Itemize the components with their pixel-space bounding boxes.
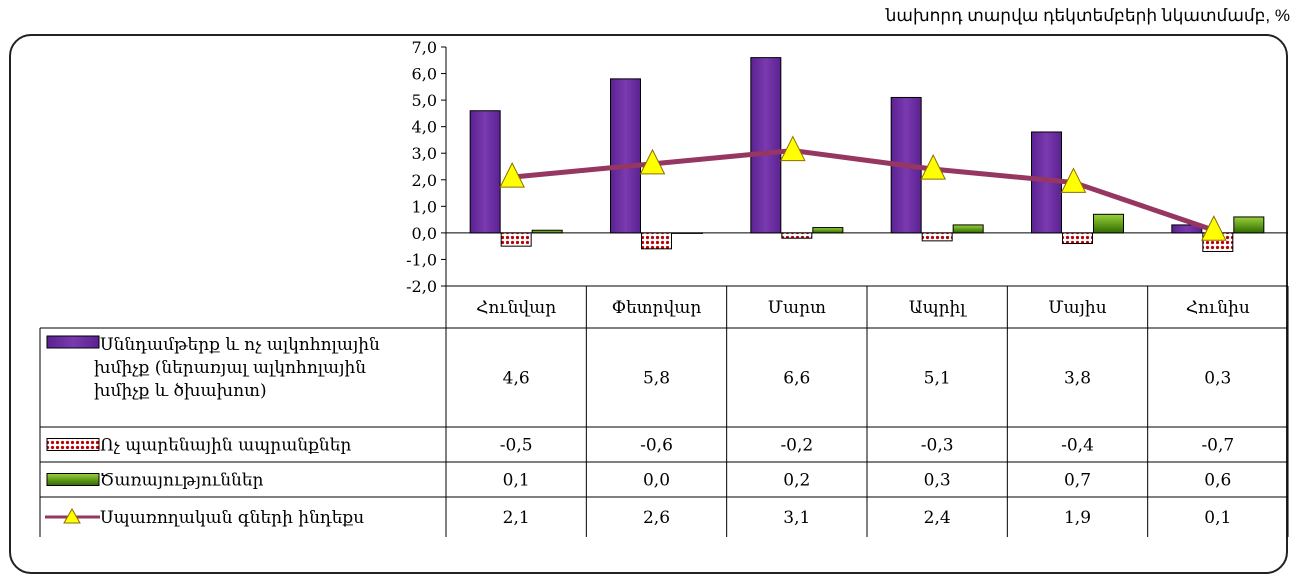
bar-2	[642, 233, 672, 249]
data-label: 0,7	[1064, 471, 1091, 491]
data-label: 5,1	[924, 369, 951, 389]
y-tick-label: -1,0	[406, 250, 437, 269]
data-label: -0,2	[780, 436, 813, 456]
data-label: 2,1	[503, 508, 530, 528]
data-label: 3,8	[1064, 369, 1091, 389]
data-label: 6,6	[783, 369, 810, 389]
bar-3	[532, 230, 562, 233]
chart-svg: 7,0 6,0 5,0 4,0 3,0 2,0 1,0 0,0 -1,0 -2,0 Հունվար…	[0, 0, 1300, 537]
legend-key-2	[47, 439, 99, 451]
legend-label: Սպառողական գների ինդեքս	[100, 508, 364, 528]
bar-2	[501, 233, 531, 246]
data-label: 0,1	[1204, 508, 1231, 528]
legend-label: Ծառայություններ	[100, 471, 264, 491]
legend-key-3	[47, 474, 99, 486]
data-label: 0,6	[1204, 471, 1231, 491]
data-label: -0,7	[1201, 436, 1234, 456]
y-tick-label: 4,0	[412, 118, 437, 137]
y-tick-label: 6,0	[412, 65, 437, 84]
data-label: 0,1	[503, 471, 530, 491]
y-tick-label: 5,0	[412, 91, 437, 110]
bar-3	[953, 225, 983, 233]
data-label: 2,4	[924, 508, 951, 528]
legend-label: խմիչք և ծխախոտ)	[94, 381, 267, 401]
category-label: Հունվար	[476, 298, 556, 318]
cpi-point	[781, 137, 805, 161]
category-label: Մայիս	[1048, 298, 1106, 318]
bar-1	[470, 111, 500, 233]
legend-label: Ոչ պարենային ապրանքներ	[100, 436, 351, 456]
data-label: 0,2	[783, 471, 810, 491]
y-tick-label: -2,0	[406, 277, 437, 296]
data-label: 4,6	[503, 369, 530, 389]
legend-key-1	[47, 336, 99, 348]
category-label: Փետրվար	[612, 298, 702, 318]
bar-1	[751, 58, 781, 233]
data-label: 0,0	[643, 471, 670, 491]
category-label: Ապրիլ	[909, 298, 967, 318]
data-label: -0,3	[921, 436, 954, 456]
bar-3	[813, 228, 843, 233]
bar-2	[782, 233, 812, 238]
data-label: 5,8	[643, 369, 670, 389]
data-label: -0,6	[640, 436, 673, 456]
category-label: Հունիս	[1186, 298, 1250, 318]
category-label: Մարտ	[768, 298, 826, 318]
y-tick-label: 1,0	[412, 197, 437, 216]
legend-label: Սննդամթերք և ոչ ալկոհոլային	[100, 335, 380, 355]
data-label: 0,3	[924, 471, 951, 491]
bar-1	[611, 79, 641, 233]
data-label: 0,3	[1204, 369, 1231, 389]
bar-3	[673, 233, 703, 234]
bar-2	[1063, 233, 1093, 244]
y-tick-label: 3,0	[412, 144, 437, 163]
y-tick-label: 0,0	[412, 224, 437, 243]
y-tick-label: 2,0	[412, 171, 437, 190]
data-label: 3,1	[783, 508, 810, 528]
data-label: -0,5	[500, 436, 533, 456]
bar-3	[1234, 217, 1264, 233]
data-label: -0,4	[1061, 436, 1094, 456]
data-label: 1,9	[1064, 508, 1091, 528]
y-tick-label: 7,0	[412, 38, 437, 57]
bar-2	[922, 233, 952, 241]
legend-label: խմիչք (ներառյալ ալկոհոլային	[94, 358, 366, 378]
bar-3	[1094, 214, 1124, 233]
data-label: 2,6	[643, 508, 670, 528]
